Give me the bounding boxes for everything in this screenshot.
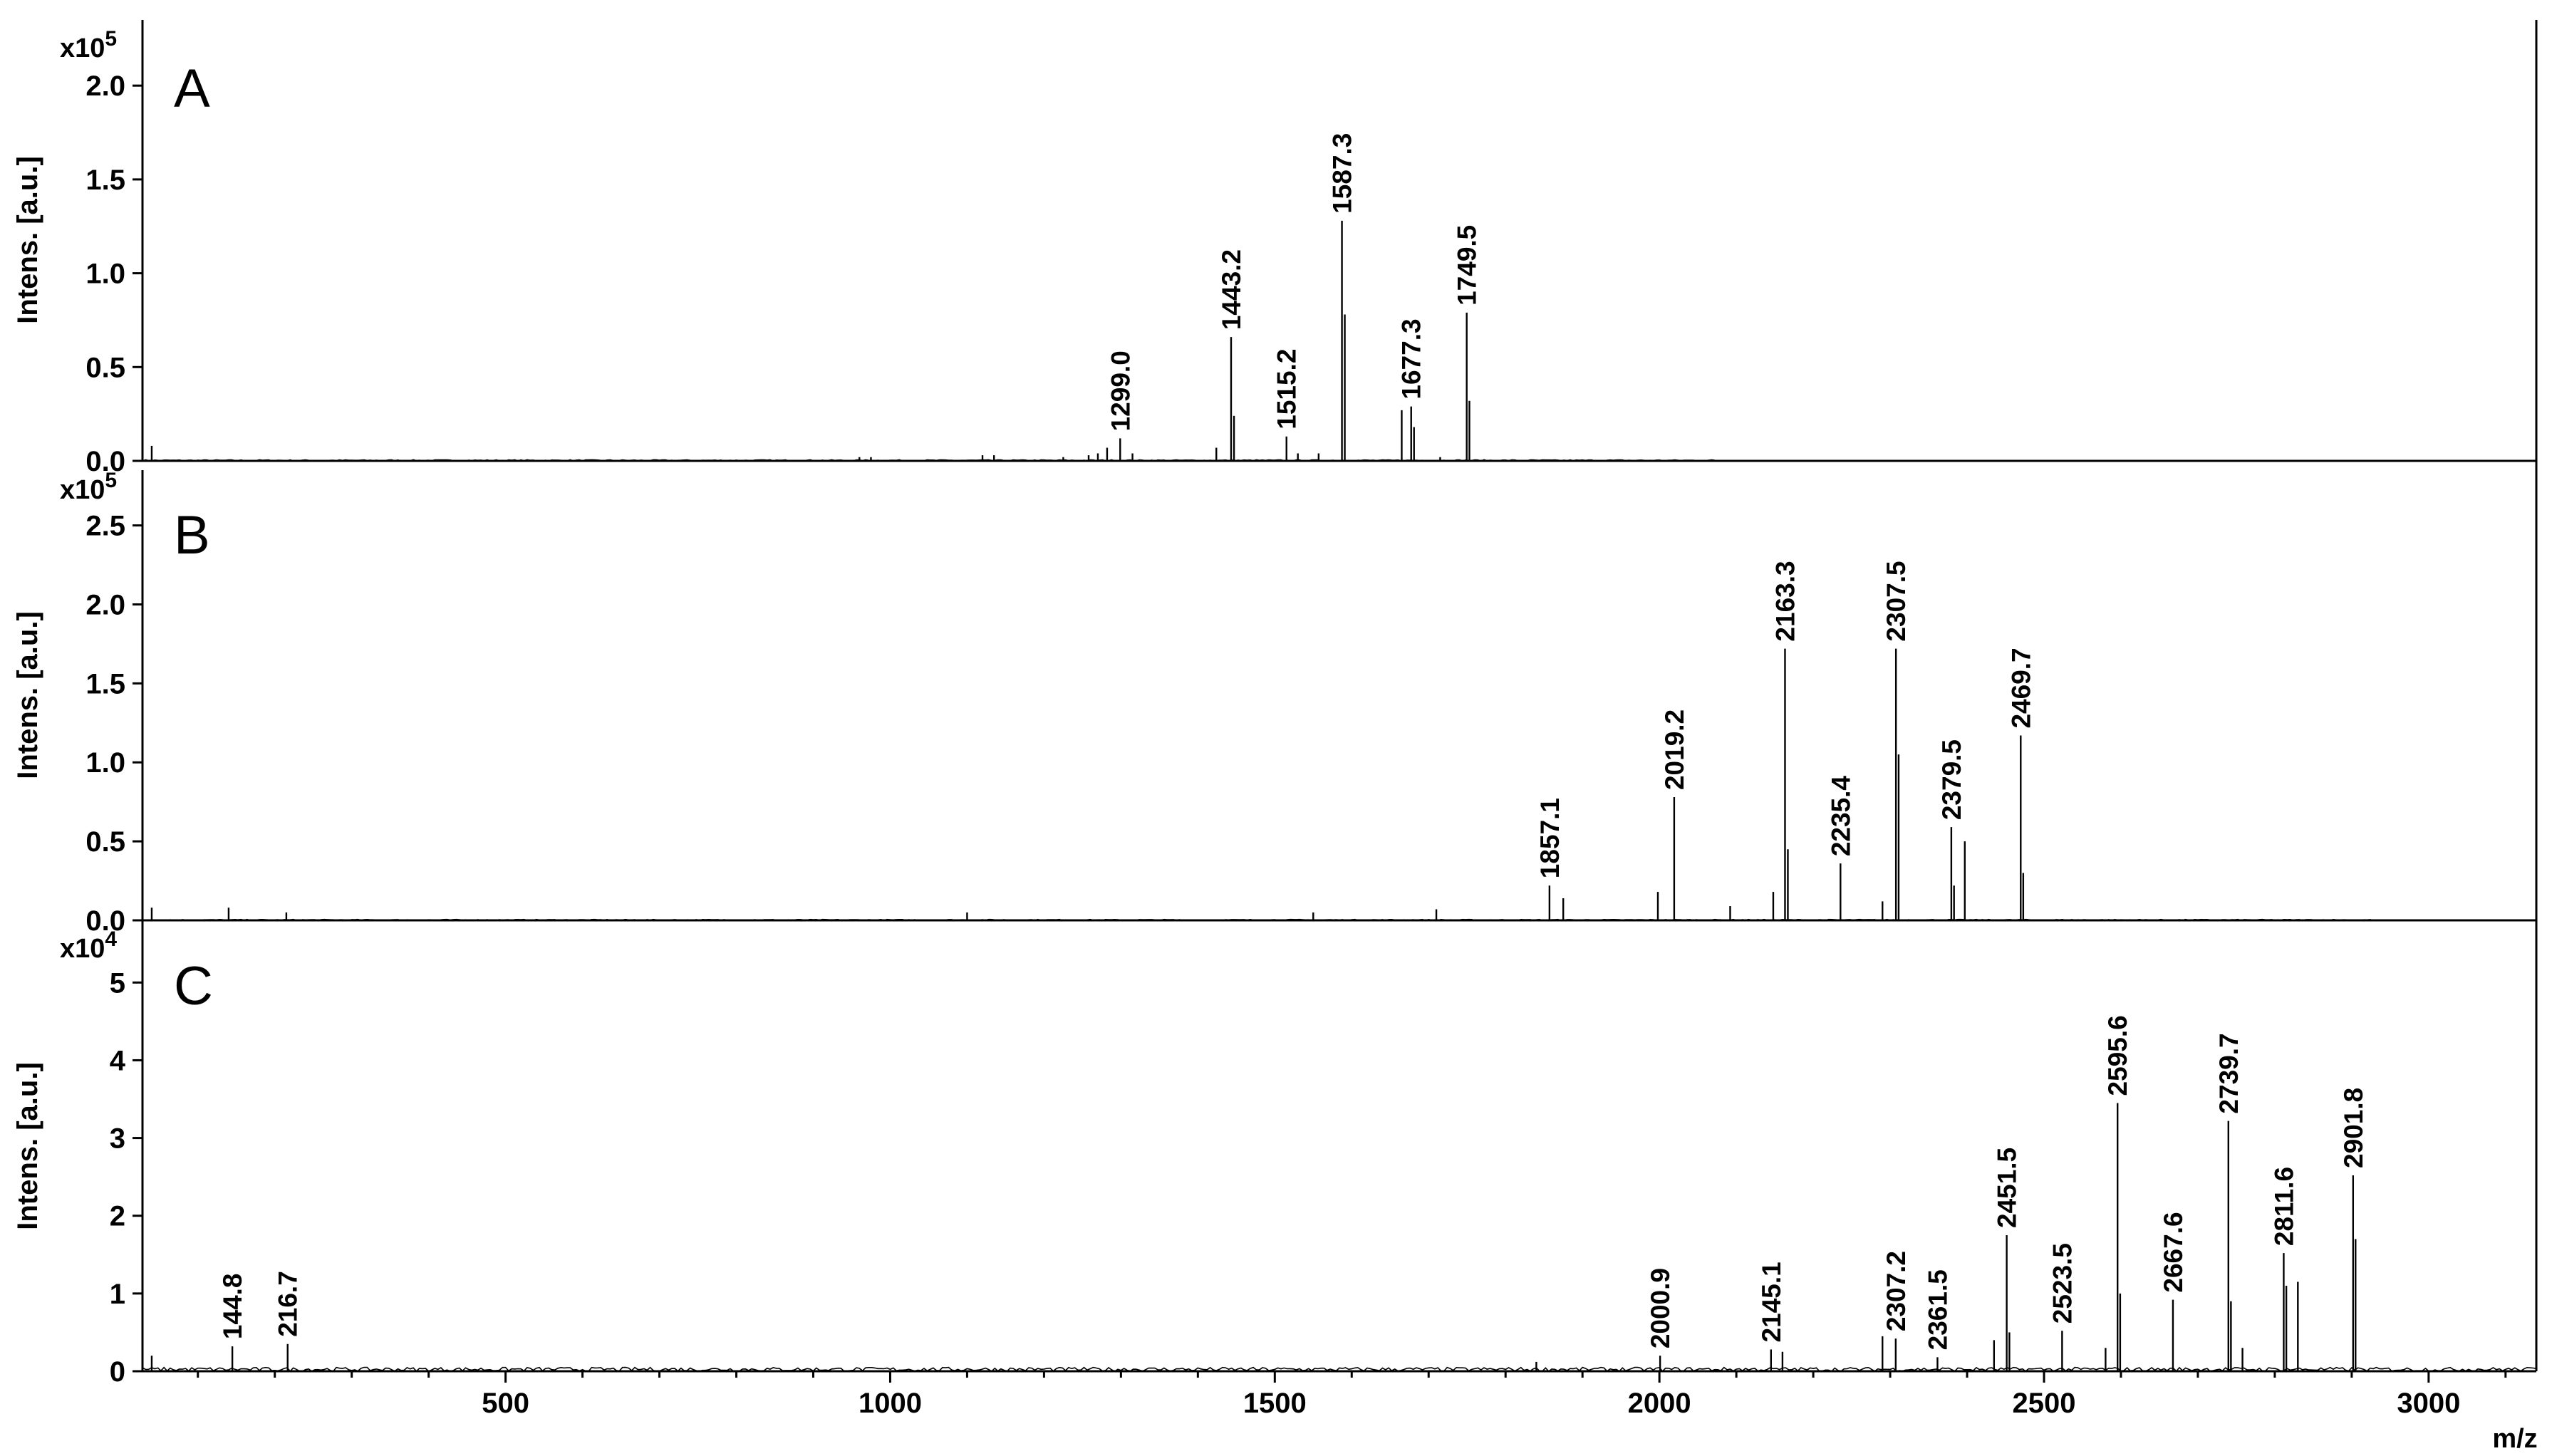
y-tick-label: 2.0 [85, 589, 125, 620]
peak-label: 2000.9 [1646, 1268, 1675, 1348]
peak-label: 2901.8 [2339, 1088, 2368, 1168]
peak-label: 2307.2 [1882, 1251, 1911, 1331]
spectrum-baseline [142, 1366, 2537, 1373]
peak-label: 2667.6 [2159, 1212, 2188, 1292]
y-tick-label: 0 [110, 1356, 125, 1388]
peak-label: 144.8 [218, 1273, 247, 1339]
spectrum-baseline [142, 459, 1715, 462]
y-tick-label: 3 [110, 1123, 125, 1155]
peak-label: 2811.6 [2269, 1167, 2298, 1246]
y-tick-label: 0.5 [85, 352, 125, 383]
y-tick-label: 1.5 [85, 165, 125, 196]
peak-label: 1749.5 [1453, 225, 1482, 306]
peak-label: 2163.3 [1770, 561, 1800, 641]
peak-label: 2235.4 [1826, 776, 1855, 857]
peak-label: 2739.7 [2214, 1033, 2244, 1113]
y-tick-label: 1.0 [85, 747, 125, 779]
peak-label: 2145.1 [1757, 1262, 1786, 1342]
peak-label: 2595.6 [2103, 1015, 2132, 1096]
x-tick-label: 1000 [859, 1388, 922, 1419]
panel-letter: C [174, 956, 213, 1016]
peak-label: 216.7 [274, 1271, 303, 1337]
peak-label: 1587.3 [1328, 133, 1357, 214]
x-tick-label: 2500 [2013, 1388, 2076, 1419]
y-tick-label: 0.5 [85, 826, 125, 858]
x-tick-label: 2000 [1628, 1388, 1691, 1419]
y-tick-label: 1.5 [85, 668, 125, 700]
peak-label: 1443.2 [1217, 249, 1246, 330]
peak-label: 2361.5 [1923, 1269, 1952, 1350]
y-tick-label: 2.5 [85, 511, 125, 542]
y-tick-label: 2 [110, 1201, 125, 1232]
y-multiplier-exponent: 5 [105, 27, 117, 51]
y-multiplier-exponent: 4 [105, 927, 117, 951]
peak-label: 2523.5 [2048, 1243, 2077, 1324]
peak-label: 2379.5 [1937, 739, 1966, 820]
panel-letter: A [174, 58, 210, 119]
y-axis-label: Intens. [a.u.] [12, 156, 43, 324]
x-axis-label: m/z [2492, 1424, 2537, 1454]
peak-label: 2451.5 [1993, 1148, 2022, 1228]
panel-a: 0.0 0.5 1.0 1.5 2.0 Intens. [a.u.] x105 A 1299.0… [12, 20, 2536, 477]
peak-label: 1857.1 [1535, 798, 1565, 878]
y-tick-label: 0.0 [85, 446, 125, 477]
y-tick-label: 4 [110, 1045, 126, 1076]
x-axis-ticks: 500 1000 1500 2000 2500 3000 [197, 1371, 2507, 1419]
y-axis-label: Intens. [a.u.] [12, 611, 43, 779]
y-tick-label: 5 [110, 967, 125, 999]
y-multiplier-label: x105 [60, 27, 117, 63]
peak-label: 2307.5 [1882, 561, 1911, 641]
peak-label: 2019.2 [1660, 709, 1689, 790]
peak-label: 1299.0 [1106, 350, 1135, 431]
x-tick-label: 3000 [2397, 1388, 2460, 1419]
peak-label: 2469.7 [2006, 648, 2035, 728]
peak-label: 1515.2 [1272, 349, 1302, 430]
x-tick-label: 1500 [1243, 1388, 1307, 1419]
y-multiplier-exponent: 5 [105, 469, 117, 492]
y-tick-label: 1.0 [85, 259, 125, 290]
panel-letter: B [174, 505, 210, 566]
y-tick-label: 0.0 [85, 905, 125, 937]
y-tick-label: 1 [110, 1279, 125, 1310]
y-axis-label: Intens. [a.u.] [12, 1062, 43, 1230]
y-tick-label: 2.0 [85, 71, 125, 102]
x-tick-label: 500 [482, 1388, 529, 1419]
panels: 0.0 0.5 1.0 1.5 2.0 Intens. [a.u.] x105 A 1299.0… [12, 20, 2537, 1419]
peak-label: 1677.3 [1397, 318, 1426, 399]
